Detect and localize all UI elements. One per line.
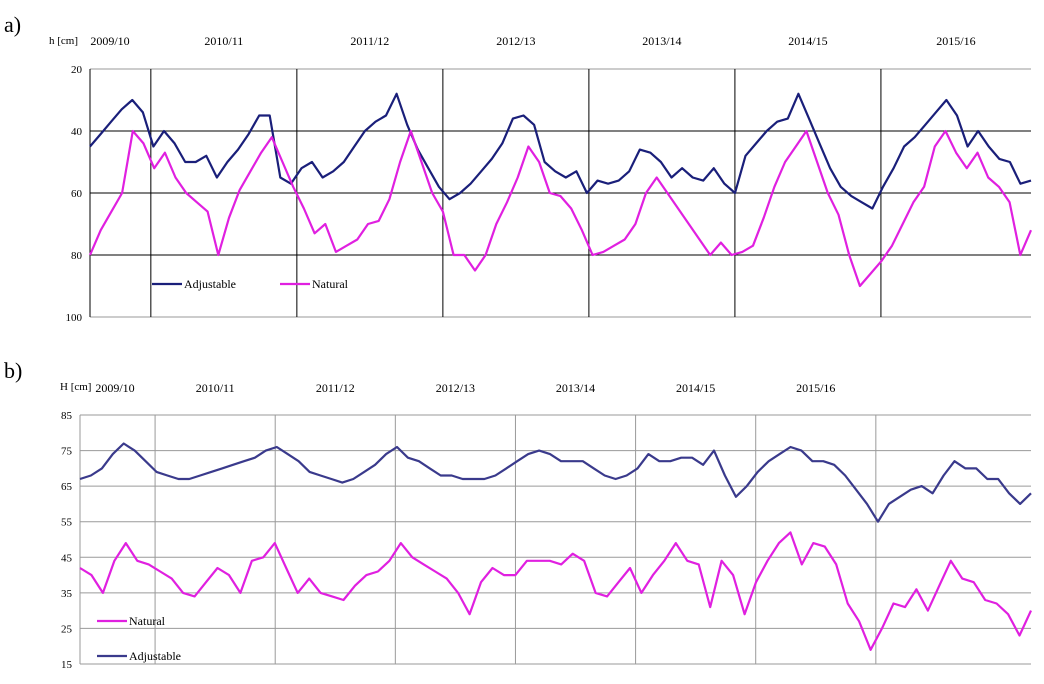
y-tick-label-b-15: 15 [61,659,73,671]
panel-a-label: a) [4,12,21,37]
y-tick-label-b-25: 25 [61,623,73,635]
panel-a-y-unit: h [cm] [49,35,78,47]
y-tick-label-b-85: 85 [61,410,73,422]
season-label-b-2015-16: 2015/16 [796,381,835,395]
chart-panel-b: b) H [cm] 15 25 35 45 55 65 75 85 2009/10 2010/11… [4,358,1032,671]
season-label-b-2014-15: 2014/15 [676,381,715,395]
series-line-b-adjustable [79,442,1032,523]
y-tick-label-b-55: 55 [61,517,73,529]
legend-label-a-adjustable: Adjustable [184,277,236,291]
panel-b-label: b) [4,358,22,383]
season-label-a-2012-13: 2012/13 [496,34,535,48]
y-tick-label-a-80: 80 [71,250,83,262]
series-line-a-natural [88,129,1033,288]
y-tick-label-b-35: 35 [61,588,73,600]
y-tick-label-b-45: 45 [61,552,73,564]
season-label-a-2014-15: 2014/15 [788,34,827,48]
season-label-b-2012-13: 2012/13 [436,381,475,395]
legend-label-b-natural: Natural [129,614,166,628]
season-label-a-2010-11: 2010/11 [204,34,243,48]
y-tick-label-a-20: 20 [71,64,83,76]
season-label-a-2011-12: 2011/12 [350,34,389,48]
y-tick-label-b-75: 75 [61,446,73,458]
season-label-a-2009-10: 2009/10 [90,34,129,48]
series-line-a-adjustable [89,92,1032,210]
y-tick-label-a-40: 40 [71,126,83,138]
season-label-b-2009-10: 2009/10 [95,381,134,395]
season-label-a-2013-14: 2013/14 [642,34,681,48]
legend-label-b-adjustable: Adjustable [129,649,181,663]
y-tick-label-a-100: 100 [66,312,83,324]
season-label-b-2011-12: 2011/12 [316,381,355,395]
season-label-b-2010-11: 2010/11 [196,381,235,395]
series-line-b-natural [79,531,1032,651]
panel-b-y-unit: H [cm] [60,381,91,393]
legend-label-a-natural: Natural [312,277,349,291]
season-label-a-2015-16: 2015/16 [936,34,975,48]
season-label-b-2013-14: 2013/14 [556,381,595,395]
chart-panel-a: a) h [cm] 20 40 60 80 100 2009/10 2010/11 2011/… [4,12,1033,324]
y-tick-label-b-65: 65 [61,481,73,493]
y-tick-label-a-60: 60 [71,188,83,200]
